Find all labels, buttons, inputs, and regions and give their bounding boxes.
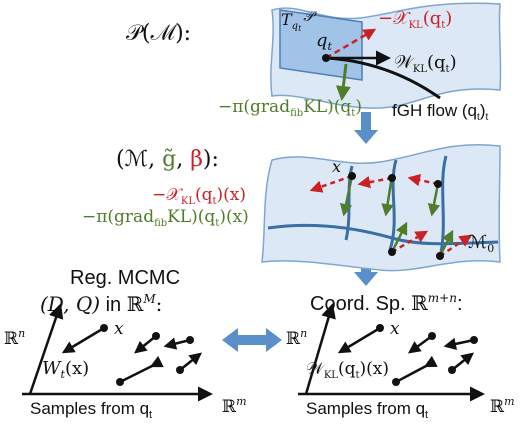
left-vectors: [61, 324, 202, 386]
green-arrow-mid-5: [438, 229, 454, 257]
green-mid-label: −π(gradfibKL)(qt)(x): [82, 207, 249, 229]
qt-point: [322, 54, 330, 62]
fgh-flow-label: fGH flow (qt)t: [392, 101, 488, 123]
left-w-label: Wt(x): [42, 358, 89, 381]
red-mid-label: −𝒳KL(qt)(x): [152, 185, 246, 207]
right-w-label: 𝒲KL(qt)(x): [306, 359, 389, 381]
top-manifold-panel: [270, 2, 502, 109]
middle-manifold-sheet: [261, 143, 501, 272]
left-x-label: x: [114, 319, 124, 339]
green-arrow-mid-1: [339, 175, 354, 217]
left-axes: [22, 303, 213, 402]
coord-sp-title: Coord. Sp. ℝm+n:: [310, 291, 463, 315]
red-arrow-mid-3: [407, 173, 439, 187]
red-arrow-mid-1: [309, 174, 353, 193]
left-samples-label: Samples from qt: [30, 399, 152, 421]
right-axes: [298, 303, 485, 402]
down-arrow-1: [354, 112, 378, 144]
mid-point-4: [388, 248, 396, 256]
right-samples-label: Samples from qt: [306, 399, 428, 421]
equivalence-double-arrow: [222, 328, 282, 352]
red-arrow-mid-4: [391, 230, 429, 254]
m0-label: ℳ0: [468, 232, 494, 255]
right-x-label: x: [390, 319, 400, 339]
green-arrow-top: [335, 63, 351, 101]
red-top-label: −𝒳KL(qt): [378, 8, 452, 31]
red-arrow-mid-5: [439, 234, 473, 258]
mid-point-5: [436, 252, 444, 260]
mid-point-1: [348, 172, 356, 180]
right-vectors: [337, 324, 478, 386]
fiber-2: [388, 159, 398, 251]
green-arrow-mid-3: [427, 183, 441, 217]
qt-label: qt: [316, 30, 333, 53]
reg-mcmc-title-1: Reg. MCMC: [70, 267, 180, 289]
left-x-axis-label: ℝm: [222, 395, 247, 417]
green-arrow-mid-2: [381, 175, 394, 217]
green-arrow-mid-4: [390, 221, 408, 253]
wkl-top-label: 𝒲KL(qt): [394, 52, 457, 75]
pm-label: 𝒫(ℳ):: [126, 21, 191, 46]
mid-point-3: [434, 180, 442, 188]
tangent-plane: [279, 9, 363, 81]
mgb-label: (ℳ, g̃, β):: [116, 147, 219, 172]
left-y-axis-label: ℝn: [4, 327, 25, 349]
right-y-axis-label: ℝn: [286, 327, 307, 349]
green-top-label: −π(gradfibKL)(qt): [218, 97, 362, 119]
mid-point-2: [388, 174, 396, 182]
middle-manifold-panel: [261, 143, 501, 272]
right-x-axis-label: ℝm: [490, 395, 515, 417]
fiber-3: [438, 155, 448, 259]
mid-x-label: x: [332, 157, 341, 176]
red-arrow-mid-2: [357, 176, 393, 189]
down-arrow-2: [354, 256, 378, 286]
